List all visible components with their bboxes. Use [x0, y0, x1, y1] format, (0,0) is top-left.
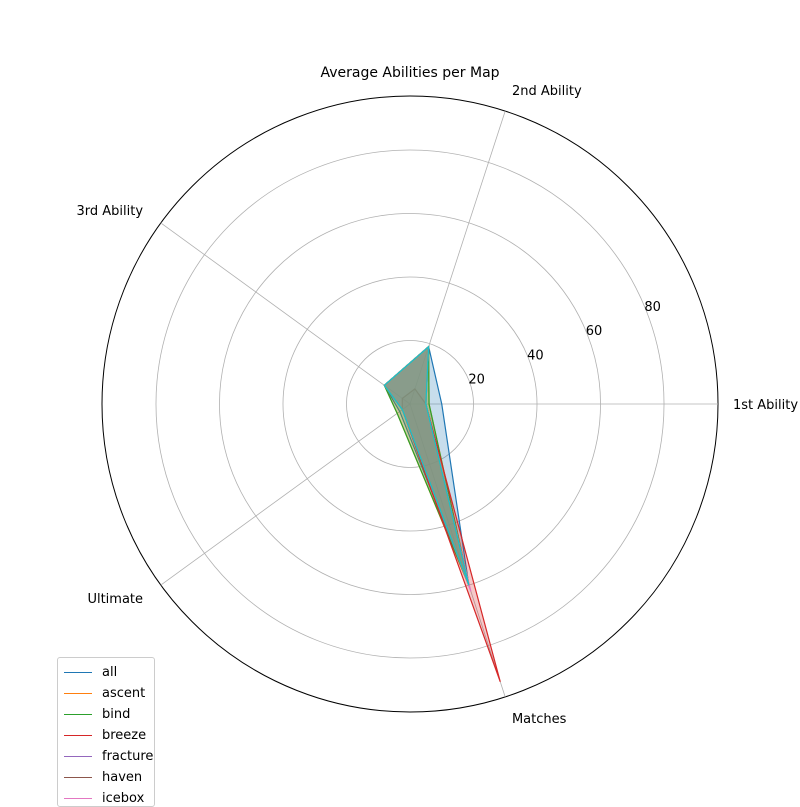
legend-swatch: [64, 777, 92, 778]
legend: all ascent bind breeze fracture haven icebox: [57, 657, 155, 807]
legend-item: ascent: [58, 683, 154, 704]
axis-label: Matches: [512, 712, 567, 727]
axis-label: 2nd Ability: [512, 84, 582, 99]
legend-label: bind: [102, 707, 131, 722]
axis-label: 1st Ability: [733, 398, 798, 413]
legend-swatch: [64, 756, 92, 757]
legend-label: haven: [102, 770, 143, 785]
legend-item: breeze: [58, 725, 154, 746]
axis-label: Ultimate: [87, 592, 143, 607]
legend-item: all: [58, 662, 154, 683]
radial-tick-label: 80: [644, 300, 661, 315]
axis-spoke: [409, 403, 506, 698]
axis-spoke: [160, 403, 411, 586]
grid-layer: [101, 95, 719, 713]
legend-label: icebox: [102, 791, 145, 806]
chart-title: Average Abilities per Map: [320, 65, 499, 81]
radial-tick-label: 60: [586, 324, 603, 339]
legend-swatch: [64, 672, 92, 673]
legend-label: ascent: [102, 686, 146, 701]
legend-item: bind: [58, 704, 154, 725]
axis-spoke: [160, 222, 411, 405]
legend-label: breeze: [102, 728, 147, 743]
legend-swatch: [64, 798, 92, 799]
legend-swatch: [64, 735, 92, 736]
radial-tick-label: 40: [527, 348, 544, 363]
radial-tick-label: 20: [468, 373, 485, 388]
legend-label: fracture: [102, 749, 154, 764]
legend-item: icebox: [58, 788, 154, 806]
label-layer: 1st Ability 2nd Ability 3rd Ability Ultimat…: [76, 84, 798, 727]
legend-label: all: [102, 665, 118, 680]
legend-swatch: [64, 693, 92, 694]
axis-spoke: [409, 110, 506, 405]
legend-swatch: [64, 714, 92, 715]
legend-item: haven: [58, 767, 154, 788]
axis-label: 3rd Ability: [76, 204, 143, 219]
series-polygon: [383, 345, 470, 586]
series-layer: [383, 345, 501, 683]
legend-item: fracture: [58, 746, 154, 767]
series-polygon: [383, 345, 470, 586]
